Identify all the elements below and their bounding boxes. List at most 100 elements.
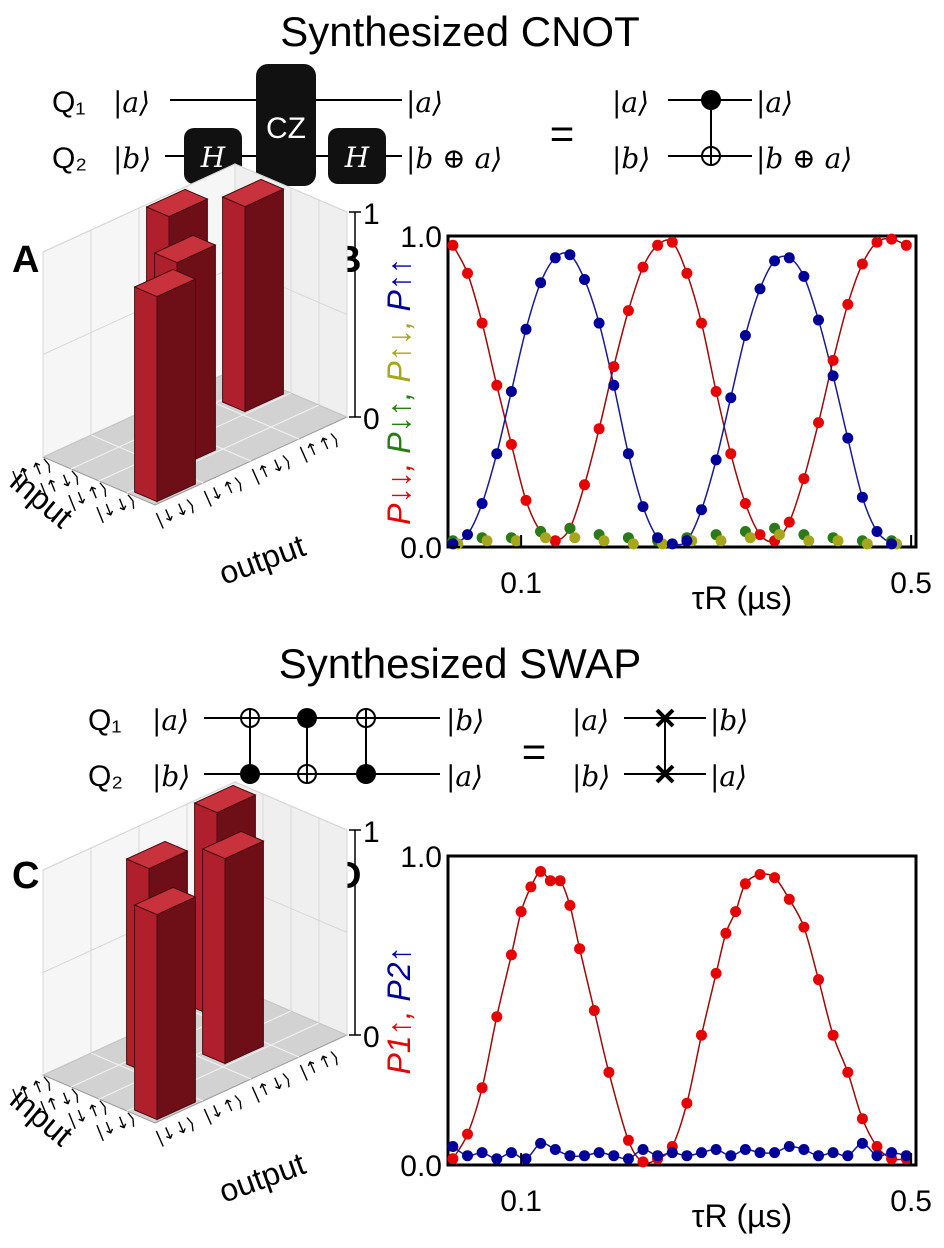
cnot-equals: = bbox=[550, 110, 575, 157]
z-tick-label: 1 bbox=[363, 816, 380, 849]
bar-face-top bbox=[125, 840, 189, 870]
bar-face-side bbox=[134, 904, 158, 1121]
data-point bbox=[540, 532, 551, 544]
data-point bbox=[447, 1141, 459, 1152]
data-point bbox=[564, 1150, 576, 1162]
data-point bbox=[813, 417, 824, 429]
panel-label-c: C bbox=[12, 855, 39, 897]
data-point bbox=[739, 1144, 751, 1155]
y-axis-label-part: P↓↓, bbox=[381, 454, 417, 525]
data-point bbox=[710, 1144, 722, 1155]
cnot-out-bxa: |b ⊕ a⟩ bbox=[406, 142, 502, 175]
cnot-out-a: |a⟩ bbox=[406, 86, 443, 119]
cnot-h-gate-2 bbox=[328, 128, 386, 184]
data-point bbox=[886, 233, 898, 245]
data-point bbox=[481, 535, 493, 547]
data-point bbox=[696, 1029, 707, 1041]
x-tick-label: 0.1 bbox=[500, 1185, 542, 1218]
y-axis-label-part: P1↑, bbox=[381, 1002, 417, 1075]
z-tick-label: 0 bbox=[363, 1021, 380, 1054]
data-point bbox=[715, 535, 727, 547]
data-point bbox=[813, 974, 824, 986]
cnot-h-label-2: H bbox=[344, 141, 370, 174]
swap-in-b: |b⟩ bbox=[152, 760, 190, 793]
data-point bbox=[549, 535, 561, 547]
data-point bbox=[827, 1147, 839, 1159]
cnot-q2-label: Q₂ bbox=[52, 142, 87, 175]
data-point bbox=[725, 1150, 737, 1162]
data-point bbox=[681, 535, 693, 547]
data-point bbox=[652, 239, 664, 251]
cnot-h-label-1: H bbox=[200, 141, 226, 174]
bar-face-front bbox=[224, 840, 264, 1065]
bar-face-top bbox=[133, 886, 197, 916]
data-point bbox=[622, 448, 634, 460]
plot-frame bbox=[446, 234, 918, 549]
data-point bbox=[798, 473, 810, 485]
cnot-eq-in-b: |b⟩ bbox=[612, 142, 650, 175]
data-point bbox=[754, 283, 766, 295]
bar bbox=[201, 830, 265, 1065]
data-point bbox=[710, 454, 722, 466]
swap-out-a: |a⟩ bbox=[446, 760, 483, 793]
data-point bbox=[666, 538, 678, 550]
data-point bbox=[476, 498, 488, 509]
y-axis-label: P↓↓, P↓↑, P↑↓, P↑↑ bbox=[381, 258, 417, 525]
data-point bbox=[886, 1147, 898, 1159]
data-point bbox=[730, 906, 742, 918]
data-point bbox=[525, 881, 537, 893]
data-point bbox=[593, 1147, 605, 1159]
data-point bbox=[681, 1097, 693, 1109]
data-point bbox=[622, 1153, 634, 1165]
cnot-control-dot bbox=[701, 90, 721, 110]
z-tick-label: 0 bbox=[363, 403, 380, 436]
x-tick-label: 0.5 bbox=[890, 1185, 932, 1218]
data-point bbox=[491, 1011, 503, 1023]
swap-eq-out-a: |a⟩ bbox=[710, 760, 747, 793]
x-axis-label: τR (µs) bbox=[692, 1198, 792, 1234]
data-point bbox=[569, 532, 581, 544]
x-tick-label: 0.5 bbox=[890, 567, 932, 600]
data-point bbox=[588, 1005, 600, 1016]
data-point bbox=[696, 317, 707, 329]
data-point bbox=[510, 535, 522, 547]
data-point bbox=[813, 1150, 824, 1162]
data-point bbox=[827, 1029, 839, 1041]
y-axis-label-part: P↑↑ bbox=[381, 258, 417, 311]
bar-face-front bbox=[156, 896, 196, 1121]
cnot-in-b: |b⟩ bbox=[113, 142, 151, 175]
data-point bbox=[608, 361, 620, 373]
data-point bbox=[564, 522, 576, 534]
bar bbox=[221, 178, 285, 413]
bar-face-side bbox=[222, 196, 246, 413]
data-point bbox=[871, 526, 883, 537]
data-point bbox=[549, 252, 561, 264]
data-point bbox=[798, 270, 810, 282]
swap-equals: = bbox=[522, 728, 547, 775]
data-point bbox=[856, 1113, 868, 1125]
swap-cnot1-control bbox=[240, 764, 260, 784]
data-point bbox=[754, 1147, 766, 1159]
data-point bbox=[856, 491, 868, 503]
data-point bbox=[871, 1141, 883, 1152]
data-point bbox=[535, 1137, 547, 1149]
swap-in-a: |a⟩ bbox=[152, 704, 189, 737]
data-point bbox=[520, 323, 532, 335]
data-point bbox=[798, 921, 810, 933]
y-axis-label-part: P2↑ bbox=[381, 946, 417, 1001]
wall-grid-line bbox=[42, 781, 348, 871]
data-point bbox=[783, 893, 795, 905]
data-point bbox=[622, 305, 634, 317]
data-point bbox=[535, 277, 547, 289]
data-point bbox=[447, 239, 459, 251]
data-point bbox=[476, 1147, 488, 1159]
data-point bbox=[754, 869, 766, 880]
cnot-cz-gate bbox=[256, 64, 316, 186]
swap-cnot2-control bbox=[297, 708, 317, 728]
data-point bbox=[564, 899, 576, 911]
data-point bbox=[652, 1150, 664, 1162]
data-point bbox=[574, 943, 586, 955]
data-point bbox=[798, 1144, 810, 1155]
chart-b: 0.0 1.0 0.1 0.5 τR (µs) P↓↓, P↓↑, P↑↓, P↑↑ bbox=[381, 221, 932, 616]
